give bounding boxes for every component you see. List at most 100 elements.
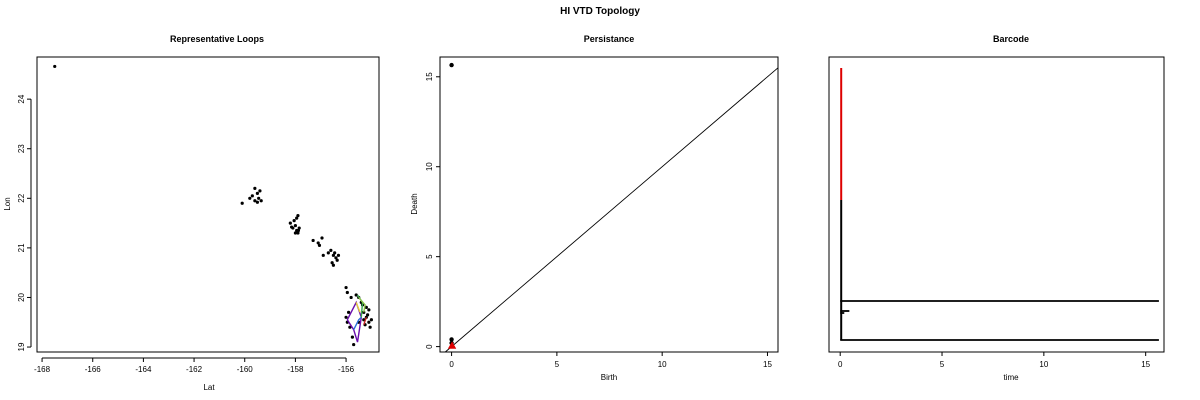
loops-paths (346, 294, 367, 343)
vtd-point (349, 295, 353, 300)
persistance-x-tick-label: 0 (449, 360, 454, 369)
vtd-point (248, 196, 252, 200)
vtd-point (367, 320, 371, 324)
loops-y-tick-label: 23 (17, 144, 26, 153)
vtd-point (297, 226, 301, 230)
vtd-point (320, 236, 324, 240)
vtd-point (258, 189, 262, 193)
loops-x-tick-label: -164 (135, 365, 152, 374)
vtd-point (329, 248, 333, 252)
persistance-title: Persistance (584, 34, 635, 44)
representative-loop (363, 317, 367, 325)
vtd-point (368, 325, 372, 329)
vtd-point (334, 256, 338, 260)
loops-y-tick-label: 19 (17, 342, 26, 351)
loops-y-axis: 19 20 21 22 23 24 (17, 94, 32, 351)
vtd-point (321, 253, 325, 257)
vtd-point (293, 231, 297, 235)
persistance-points (448, 62, 457, 349)
loops-points (53, 64, 373, 347)
vtd-point (331, 253, 335, 257)
loops-x-axis: -168 -166 -164 -162 -160 -158 -156 (34, 357, 355, 374)
representative-loop (355, 302, 361, 313)
barcode-x-label: time (1003, 373, 1019, 382)
persistance-x-tick-label: 10 (658, 360, 667, 369)
barcode-panel: Barcode 0 5 10 15 time (828, 34, 1165, 382)
vtd-point (240, 201, 244, 205)
vtd-point (350, 335, 354, 339)
vtd-point (255, 200, 259, 204)
vtd-point (352, 342, 356, 347)
persistance-panel: Persistance 0 5 10 15 0 5 10 15 Birth Death (410, 34, 779, 382)
loops-x-tick-label: -168 (34, 365, 51, 374)
vtd-point (296, 228, 301, 233)
persistance-y-axis: 0 5 10 15 (425, 72, 441, 349)
vtd-point (296, 231, 300, 235)
vtd-point (316, 241, 320, 245)
representative-loop (358, 297, 366, 313)
persistance-y-tick-label: 0 (425, 344, 434, 349)
loops-x-tick-label: -156 (338, 365, 355, 374)
dimension-0-point (449, 62, 454, 68)
loops-x-label: Lat (203, 383, 215, 392)
vtd-point (364, 305, 368, 309)
vtd-point (336, 253, 341, 257)
vtd-point (296, 214, 300, 218)
loops-x-tick-label: -162 (186, 365, 203, 374)
persistance-diagonal (444, 67, 779, 353)
persistance-x-label: Birth (601, 373, 617, 382)
loops-title: Representative Loops (170, 34, 264, 44)
vtd-point (345, 290, 349, 295)
vtd-point (53, 64, 57, 69)
vtd-point (354, 293, 358, 297)
vtd-point (366, 313, 370, 317)
representative-loop (353, 316, 362, 331)
vtd-point (293, 223, 297, 228)
barcode-x-tick-label: 5 (940, 360, 945, 369)
persistance-x-tick-label: 15 (763, 360, 772, 369)
vtd-point (331, 263, 335, 267)
vtd-point (259, 199, 263, 203)
loops-y-tick-label: 24 (17, 94, 26, 103)
vtd-point (347, 310, 351, 314)
persistance-y-tick-label: 15 (425, 72, 434, 81)
vtd-point (335, 258, 339, 262)
dimension-0-point (449, 337, 454, 342)
vtd-point (290, 225, 294, 229)
loops-y-label: Lon (3, 197, 12, 210)
vtd-point (344, 285, 348, 290)
barcode-x-axis: 0 5 10 15 (838, 351, 1151, 369)
barcode-title: Barcode (993, 34, 1029, 44)
representative-loop (346, 300, 363, 343)
persistance-plot-frame (439, 56, 779, 353)
loops-x-tick-label: -166 (85, 365, 102, 374)
vtd-point (348, 325, 352, 329)
loops-y-tick-label: 22 (17, 193, 26, 202)
persistance-x-tick-label: 5 (555, 360, 560, 369)
vtd-point (288, 221, 292, 225)
vtd-point (292, 219, 296, 223)
vtd-point (369, 318, 373, 322)
loops-x-tick-label: -160 (237, 365, 254, 374)
loops-x-tick-label: -158 (287, 365, 304, 374)
barcode-x-tick-label: 15 (1141, 360, 1150, 369)
vtd-point (253, 186, 257, 190)
loops-plot-frame (36, 56, 380, 353)
vtd-point (344, 315, 348, 319)
loops-y-tick-label: 20 (17, 292, 26, 301)
barcode-x-tick-label: 0 (838, 360, 843, 369)
figure-title: HI VTD Topology (560, 6, 640, 17)
vtd-point (326, 251, 330, 255)
vtd-point (330, 261, 334, 265)
barcode-bars (840, 68, 1159, 341)
persistance-x-axis: 0 5 10 15 (449, 351, 772, 369)
loops-y-tick-label: 21 (17, 243, 26, 252)
barcode-plot-frame (828, 56, 1165, 353)
vtd-point (317, 243, 322, 248)
vtd-point (255, 191, 259, 195)
dimension-1-point (448, 341, 457, 349)
vtd-point (295, 216, 299, 220)
vtd-point (367, 308, 371, 312)
